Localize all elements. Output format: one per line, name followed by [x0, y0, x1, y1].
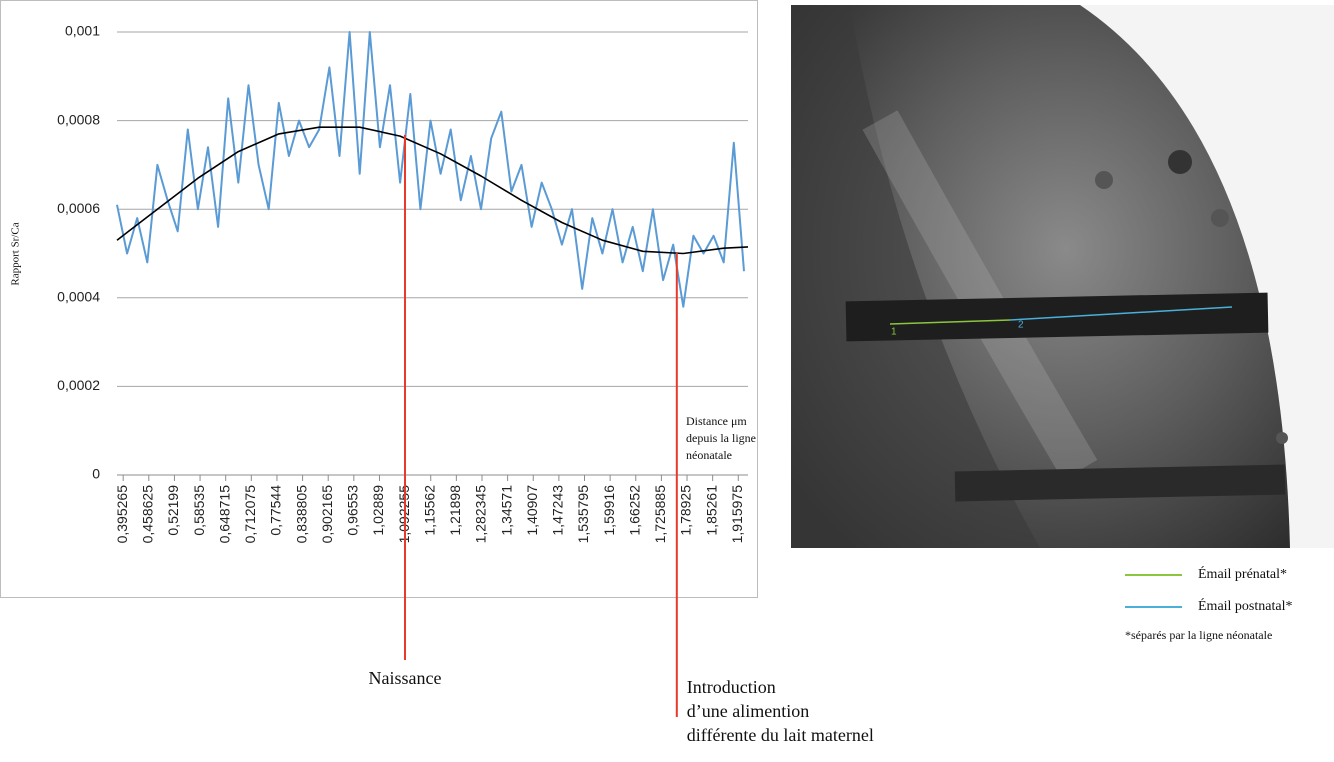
x-tick-label: 0,838805: [293, 485, 309, 544]
x-tick-label: 0,395265: [114, 485, 130, 544]
x-tick-label: 1,915975: [729, 485, 745, 544]
x-tick-label: 0,52199: [165, 485, 181, 536]
y-tick-label: 0,0008: [57, 111, 100, 127]
x-tick-label: 1,15562: [421, 485, 437, 536]
x-tick-label: 1,535795: [575, 485, 591, 544]
x-tick-label: 1,21898: [447, 485, 463, 536]
x-tick-label: 0,712075: [242, 485, 258, 544]
y-tick-label: 0: [92, 466, 100, 482]
y-tick-label: 0,0006: [57, 200, 100, 216]
x-tick-label: 0,458625: [140, 485, 156, 544]
photo-label: 2: [1018, 320, 1024, 331]
x-tick-label: 1,34571: [498, 485, 514, 536]
annotation-text: Naissance: [369, 668, 442, 688]
photo-shadow: [791, 5, 1040, 548]
x-tick-label: 0,77544: [268, 485, 284, 536]
annotation-text: d’une alimention: [687, 701, 809, 721]
bubble: [1095, 171, 1113, 189]
chart-frame: [0, 0, 758, 598]
x-tick-label: 1,40907: [524, 485, 540, 536]
series-line: [116, 126, 749, 255]
x-tick-label: 0,648715: [216, 485, 232, 544]
x-tick-label: 1,59916: [601, 485, 617, 536]
x-tick-label: 0,96553: [345, 485, 361, 536]
legend-label: Émail postnatal*: [1198, 597, 1292, 614]
photo-label: 1: [891, 327, 897, 338]
x-tick-label: 1,02889: [370, 485, 386, 536]
x-tick-label: 1,78925: [678, 485, 694, 536]
bubble: [1211, 209, 1229, 227]
y-tick-label: 0,0004: [57, 289, 100, 305]
x-tick-label: 1,725885: [652, 485, 668, 544]
prenatal-line: [889, 319, 1011, 325]
annotation-text: différente du lait maternel: [687, 725, 874, 745]
x-axis-label: néonatale: [686, 448, 732, 462]
legend-label: Émail prénatal*: [1198, 565, 1287, 582]
y-tick-label: 0,0002: [57, 377, 100, 393]
x-tick-label: 1,85261: [703, 485, 719, 536]
x-tick-label: 1,282345: [473, 485, 489, 544]
photo: 1 2: [791, 5, 1334, 548]
x-tick-label: 0,902165: [319, 485, 335, 544]
photo-cut: [954, 464, 1286, 502]
x-axis-label: Distance μm: [686, 414, 747, 428]
postnatal-line: [1009, 306, 1233, 321]
photo-band: [862, 110, 1098, 481]
annotation-text: Introduction: [687, 677, 776, 697]
x-tick-label: 1,092255: [396, 485, 412, 544]
x-tick-label: 1,66252: [626, 485, 642, 536]
y-tick-label: 0,001: [65, 23, 100, 39]
series-line: [116, 31, 745, 308]
y-axis-label: Rapport Sr/Ca: [10, 222, 22, 285]
legend-note: *séparés par la ligne néonatale: [1125, 628, 1272, 642]
bubble: [1276, 432, 1288, 444]
x-tick-label: 0,58535: [191, 485, 207, 536]
x-axis-label: depuis la ligne: [686, 431, 756, 445]
x-tick-label: 1,47243: [550, 485, 566, 536]
bubble: [1168, 150, 1192, 174]
